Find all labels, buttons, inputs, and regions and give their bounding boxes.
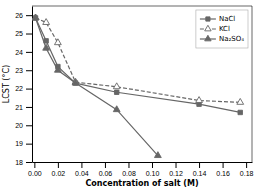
legend-item: Na₂SO₄ xyxy=(200,35,244,43)
y-tick-mark xyxy=(26,144,32,145)
y-tick-mark xyxy=(26,34,32,35)
x-tick-mark xyxy=(246,162,247,168)
legend-marker xyxy=(205,35,211,41)
y-tick: 23 xyxy=(15,67,32,74)
y-tick: 18 xyxy=(15,159,32,166)
x-tick: 0.12 xyxy=(169,162,183,177)
y-tick: 20 xyxy=(15,122,32,129)
x-tick: 0.16 xyxy=(216,162,230,177)
x-tick-mark xyxy=(34,162,35,168)
x-axis-title: Concentration of salt (M) xyxy=(85,179,198,188)
x-tick-label: 0.02 xyxy=(52,170,66,177)
y-tick-label: 21 xyxy=(15,104,23,111)
series-marker xyxy=(237,98,244,104)
series-marker xyxy=(43,19,50,25)
y-tick-label: 25 xyxy=(15,30,23,37)
x-tick: 0.02 xyxy=(52,162,66,177)
series-marker xyxy=(32,14,39,20)
y-tick: 19 xyxy=(15,140,32,147)
series-marker xyxy=(113,106,120,112)
series-marker xyxy=(113,83,120,89)
y-tick-mark xyxy=(26,70,32,71)
series-line xyxy=(36,18,241,102)
x-axis: 0.00 0.02 0.04 0.06 0.08 0.10 0.12 0.14 0.16 0.18 xyxy=(28,162,253,177)
y-tick-label: 19 xyxy=(15,140,23,147)
x-tick-mark xyxy=(199,162,200,168)
x-tick-label: 0.10 xyxy=(146,170,160,177)
x-tick: 0.00 xyxy=(28,162,42,177)
y-tick-mark xyxy=(26,107,32,108)
series-marker xyxy=(54,66,61,72)
x-tick-label: 0.08 xyxy=(122,170,136,177)
x-tick-label: 0.06 xyxy=(99,170,113,177)
y-tick-mark xyxy=(26,89,32,90)
x-tick-label: 0.14 xyxy=(193,170,207,177)
x-tick: 0.08 xyxy=(122,162,136,177)
series-marker xyxy=(114,90,118,94)
series-marker xyxy=(43,44,50,50)
series-marker xyxy=(72,79,79,85)
legend-box xyxy=(196,10,248,48)
legend-item: NaCl xyxy=(200,15,235,23)
legend-item: KCl xyxy=(200,25,230,33)
x-tick: 0.10 xyxy=(146,162,160,177)
y-axis: 18 19 20 21 22 23 24 25 26 xyxy=(15,7,32,166)
x-tick: 0.06 xyxy=(99,162,113,177)
frame-top xyxy=(32,6,252,7)
legend-marker xyxy=(206,17,210,21)
y-tick: 25 xyxy=(15,30,32,37)
x-tick-mark xyxy=(105,162,106,168)
x-tick-label: 0.18 xyxy=(240,170,254,177)
x-tick: 0.18 xyxy=(240,162,254,177)
y-tick-label: 20 xyxy=(15,122,23,129)
y-tick: 26 xyxy=(15,12,32,19)
legend-marker xyxy=(205,25,211,31)
y-tick: 22 xyxy=(15,85,32,92)
series-marker xyxy=(54,39,61,45)
x-tick-mark xyxy=(128,162,129,168)
y-tick-label: 24 xyxy=(15,49,23,56)
x-tick-mark xyxy=(58,162,59,168)
y-tick-label: 22 xyxy=(15,85,23,92)
legend-label: Na₂SO₄ xyxy=(219,35,244,43)
x-tick-mark xyxy=(152,162,153,168)
x-tick-mark xyxy=(176,162,177,168)
x-tick-label: 0.12 xyxy=(169,170,183,177)
y-tick-label: 23 xyxy=(15,67,23,74)
series-marker xyxy=(238,110,242,114)
y-tick: 24 xyxy=(15,49,32,56)
y-tick: 21 xyxy=(15,104,32,111)
series-marker xyxy=(32,14,39,20)
y-tick-label: 26 xyxy=(15,12,23,19)
x-tick: 0.04 xyxy=(75,162,89,177)
x-tick-mark xyxy=(81,162,82,168)
y-tick-mark xyxy=(26,52,32,53)
x-tick-label: 0.04 xyxy=(75,170,89,177)
y-tick-mark xyxy=(26,162,32,163)
chart: 0.00 0.02 0.04 0.06 0.08 0.10 0.12 0.14 0.16 0.18… xyxy=(0,0,260,189)
series-marker xyxy=(196,97,203,103)
x-tick-label: 0.16 xyxy=(216,170,230,177)
y-tick-mark xyxy=(26,15,32,16)
series-marker xyxy=(154,152,161,158)
x-tick: 0.14 xyxy=(193,162,207,177)
y-axis-line xyxy=(32,7,33,163)
y-tick-label: 18 xyxy=(15,159,23,166)
legend: NaCl KCl Na₂SO₄ xyxy=(196,10,248,48)
legend-label: NaCl xyxy=(219,15,235,23)
x-tick-label: 0.00 xyxy=(28,170,42,177)
frame-right xyxy=(252,6,253,162)
y-tick-mark xyxy=(26,125,32,126)
x-axis-line xyxy=(33,162,253,163)
legend-label: KCl xyxy=(219,25,230,33)
x-tick-mark xyxy=(223,162,224,168)
series-line xyxy=(36,18,158,156)
y-axis-title: LCST (°C) xyxy=(2,65,11,103)
